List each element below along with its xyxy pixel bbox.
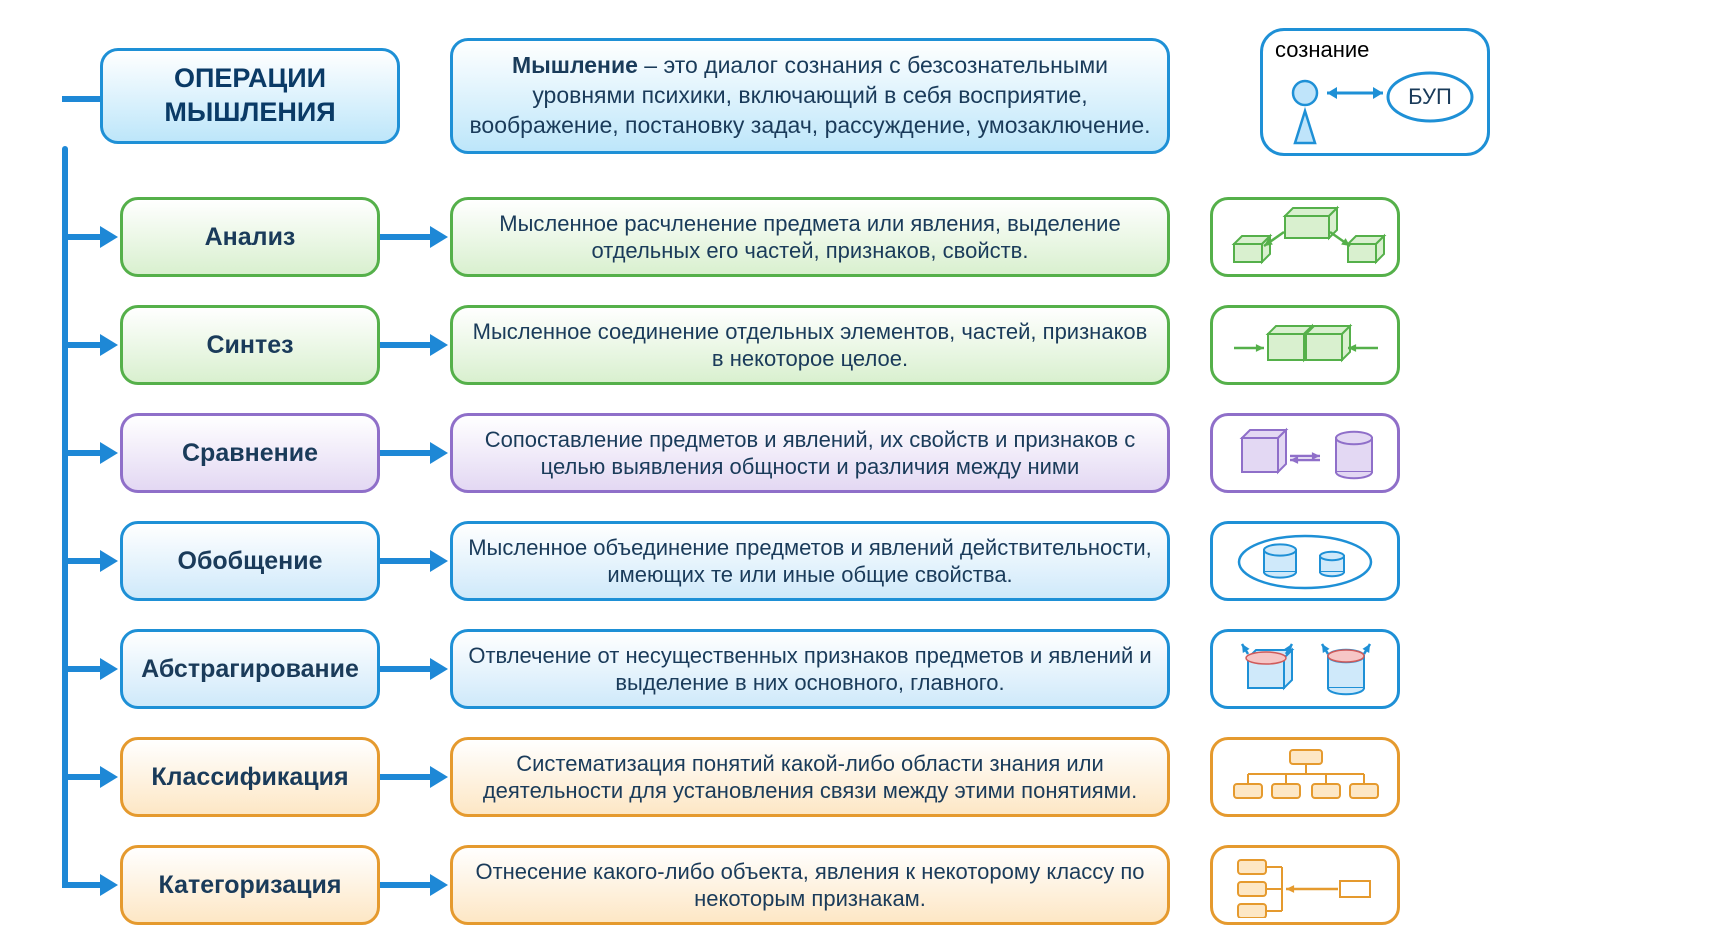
arrow-icon — [430, 334, 448, 356]
connector-arrow — [380, 234, 432, 240]
operation-description: Мысленное расчленение предмета или явлен… — [450, 197, 1170, 277]
arrow-icon — [100, 874, 118, 896]
operation-description: Отнесение какого-либо объекта, явления к… — [450, 845, 1170, 925]
arrow-icon — [430, 442, 448, 464]
operation-description: Сопоставление предметов и явлений, их св… — [450, 413, 1170, 493]
connector-arrow — [380, 450, 432, 456]
arrow-icon — [100, 226, 118, 248]
arrow-icon — [100, 442, 118, 464]
operation-icon — [1210, 197, 1400, 277]
operation-description: Систематизация понятий какой-либо област… — [450, 737, 1170, 817]
operation-description: Мысленное объединение предметов и явлени… — [450, 521, 1170, 601]
arrow-icon — [430, 550, 448, 572]
operation-row: Синтез Мысленное соединение отдельных эл… — [20, 298, 1708, 393]
connector-arrow — [380, 558, 432, 564]
operation-row: Категоризация Отнесение какого-либо объе… — [20, 838, 1708, 933]
operation-icon — [1210, 413, 1400, 493]
connector-branch — [62, 666, 102, 672]
arrow-icon — [430, 766, 448, 788]
connector-arrow — [380, 342, 432, 348]
arrow-icon — [430, 658, 448, 680]
operation-row: Классификация Систематизация понятий как… — [20, 730, 1708, 825]
connector-arrow — [380, 666, 432, 672]
arrow-icon — [100, 550, 118, 572]
definition: Мышление – это диалог сознания с безсозн… — [450, 38, 1170, 154]
operation-icon — [1210, 521, 1400, 601]
operation-row: Сравнение Сопоставление предметов и явле… — [20, 406, 1708, 501]
operation-icon — [1210, 305, 1400, 385]
operation-label: Абстрагирование — [120, 629, 380, 709]
connector-top — [62, 96, 100, 102]
consciousness-diagram: сознание БУП — [1260, 28, 1490, 156]
operation-label: Категоризация — [120, 845, 380, 925]
arrow-icon — [100, 658, 118, 680]
operation-row: Обобщение Мысленное объединение предмето… — [20, 514, 1708, 609]
main-title: ОПЕРАЦИИ МЫШЛЕНИЯ — [100, 48, 400, 144]
operation-icon — [1210, 845, 1400, 925]
svg-text:БУП: БУП — [1408, 84, 1452, 109]
operation-description: Мысленное соединение отдельных элементов… — [450, 305, 1170, 385]
operation-label: Сравнение — [120, 413, 380, 493]
consciousness-icon: БУП — [1275, 63, 1481, 155]
consciousness-label: сознание — [1275, 37, 1475, 63]
arrow-icon — [100, 334, 118, 356]
operation-label: Обобщение — [120, 521, 380, 601]
operation-label: Синтез — [120, 305, 380, 385]
connector-branch — [62, 234, 102, 240]
operation-row: Анализ Мысленное расчленение предмета ил… — [20, 190, 1708, 285]
operation-icon — [1210, 737, 1400, 817]
operation-icon — [1210, 629, 1400, 709]
connector-branch — [62, 450, 102, 456]
connector-branch — [62, 774, 102, 780]
connector-arrow — [380, 882, 432, 888]
arrow-icon — [100, 766, 118, 788]
connector-branch — [62, 342, 102, 348]
arrow-icon — [430, 874, 448, 896]
connector-branch — [62, 558, 102, 564]
operation-label: Классификация — [120, 737, 380, 817]
operation-label: Анализ — [120, 197, 380, 277]
operation-row: Абстрагирование Отвлечение от несуществе… — [20, 622, 1708, 717]
operation-description: Отвлечение от несущественных признаков п… — [450, 629, 1170, 709]
connector-arrow — [380, 774, 432, 780]
connector-branch — [62, 882, 102, 888]
definition-term: Мышление — [512, 52, 638, 78]
arrow-icon — [430, 226, 448, 248]
